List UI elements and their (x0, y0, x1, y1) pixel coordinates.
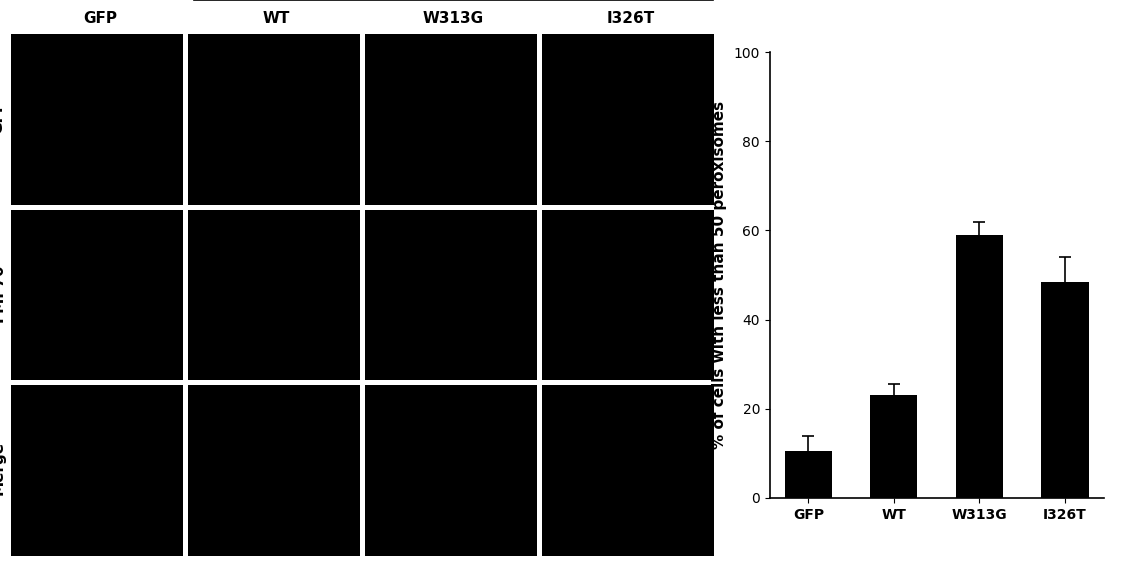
Text: Merge: Merge (0, 441, 6, 495)
Text: PMP70: PMP70 (0, 263, 6, 322)
Bar (955, 235, 1003, 498)
Text: I326T: I326T (607, 11, 654, 26)
Text: GFP: GFP (0, 100, 6, 134)
Y-axis label: % of cells with less than 50 peroxisomes: % of cells with less than 50 peroxisomes (712, 101, 727, 449)
Bar (871, 395, 918, 498)
Text: GFP: GFP (83, 11, 117, 26)
Text: WT: WT (263, 11, 290, 26)
Bar (784, 451, 832, 498)
Text: W313G: W313G (423, 11, 484, 26)
Bar (1041, 282, 1089, 498)
